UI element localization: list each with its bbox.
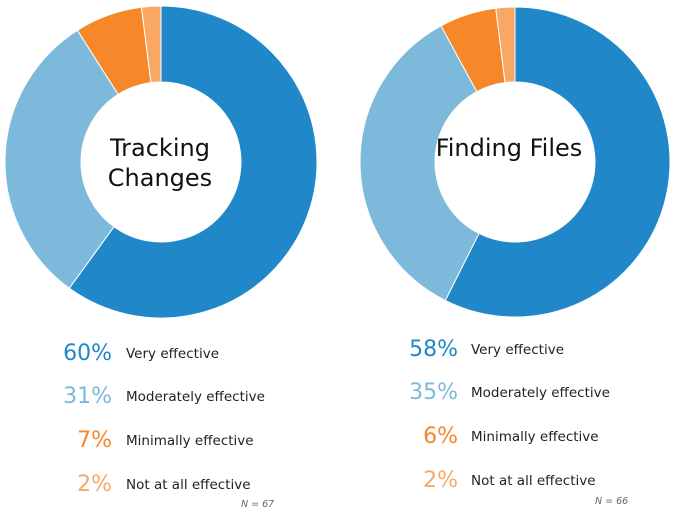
donut-slice-moderately-effective: [359, 25, 480, 302]
chart-panel-finding-files: Finding Files 58% Very effective 35% Mod…: [345, 0, 675, 530]
legend-label: Very effective: [471, 342, 564, 358]
legend-percent: 6%: [423, 424, 458, 449]
legend-percent: 2%: [77, 472, 112, 497]
legend-percent: 7%: [77, 428, 112, 453]
sample-size-note: N = 66: [595, 496, 629, 507]
legend-label: Very effective: [126, 346, 219, 362]
legend-row: 2% Not at all effective: [0, 470, 330, 500]
donut-chart-tracking-changes: [4, 5, 318, 319]
center-title-tracking-changes: Tracking Changes: [107, 134, 213, 192]
legend-row: 7% Minimally effective: [0, 426, 330, 456]
sample-size-note: N = 67: [241, 499, 275, 510]
legend-label: Minimally effective: [126, 433, 254, 449]
legend-row: 60% Very effective: [0, 339, 330, 369]
donut-slice-not-at-all-effective: [495, 6, 516, 84]
legend-percent: 60%: [63, 341, 112, 366]
legend-label: Moderately effective: [126, 389, 265, 405]
legend-label: Not at all effective: [126, 477, 251, 493]
center-title-finding-files: Finding Files: [435, 134, 583, 162]
legend-label: Not at all effective: [471, 473, 596, 489]
legend-row: 2% Not at all effective: [345, 466, 675, 496]
legend-label: Moderately effective: [471, 385, 610, 401]
legend-row: 31% Moderately effective: [0, 382, 330, 412]
donut-slice-very-effective: [68, 5, 318, 319]
donut-slice-moderately-effective: [4, 29, 119, 289]
legend-percent: 35%: [409, 380, 458, 405]
chart-panel-tracking-changes: Tracking Changes 60% Very effective 31% …: [0, 0, 330, 530]
donut-slice-not-at-all-effective: [140, 5, 162, 84]
legend-percent: 58%: [409, 337, 458, 362]
donut-chart-finding-files: [359, 6, 671, 318]
legend-row: 58% Very effective: [345, 335, 675, 365]
legend-percent: 31%: [63, 384, 112, 409]
legend-label: Minimally effective: [471, 429, 599, 445]
legend-row: 35% Moderately effective: [345, 378, 675, 408]
legend-percent: 2%: [423, 468, 458, 493]
donut-slice-very-effective: [444, 6, 671, 318]
legend-row: 6% Minimally effective: [345, 422, 675, 452]
